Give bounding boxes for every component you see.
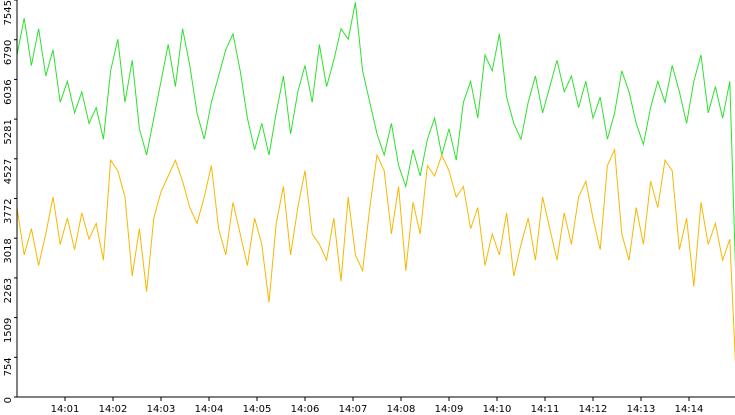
x-tick-label: 14:11: [531, 404, 560, 415]
x-tick-label: 14:14: [675, 404, 704, 415]
x-tick-label: 14:05: [243, 404, 272, 415]
data-line: [16, 147, 735, 365]
y-tick-label: 3018: [3, 238, 14, 263]
x-tick-label: 14:13: [627, 404, 656, 415]
x-tick-label: 14:02: [99, 404, 128, 415]
y-tick-label: 6790: [3, 40, 14, 65]
y-tick-label: 3772: [3, 199, 14, 224]
x-tick-label: 14:09: [435, 404, 464, 415]
y-tick-label: 0: [3, 397, 14, 403]
y-tick-label: 754: [3, 357, 14, 376]
x-tick-label: 14:07: [339, 404, 368, 415]
x-tick-label: 14:12: [579, 404, 608, 415]
y-tick-label: 5281: [3, 119, 14, 144]
x-tick-label: 14:01: [51, 404, 80, 415]
data-line: [16, 2, 735, 269]
x-tick-label: 14:10: [483, 404, 512, 415]
x-tick-label: 14:08: [387, 404, 416, 415]
x-tick-label: 14:04: [195, 404, 224, 415]
y-tick-label: 1509: [3, 318, 14, 343]
y-tick-label: 4527: [3, 159, 14, 184]
y-tick-label: 7545: [3, 0, 14, 25]
y-tick-label: 2263: [3, 278, 14, 303]
x-tick-label: 14:03: [147, 404, 176, 415]
y-tick-label: 6036: [3, 79, 14, 104]
x-tick-label: 14:06: [291, 404, 320, 415]
